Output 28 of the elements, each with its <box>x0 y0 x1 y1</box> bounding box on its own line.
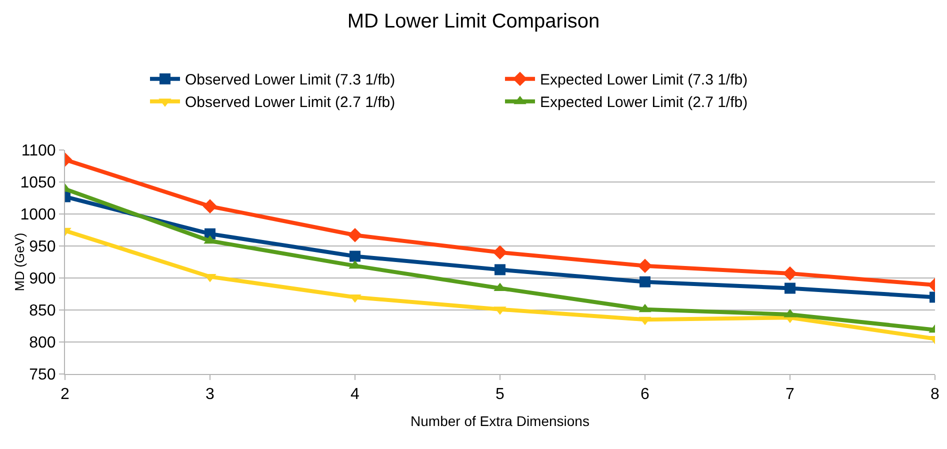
x-tick-label: 7 <box>786 386 795 404</box>
point <box>348 228 362 242</box>
x-tick-label: 5 <box>496 386 505 404</box>
y-tick-label: 1100 <box>21 142 56 160</box>
y-axis-title: MD (GeV) <box>12 232 28 292</box>
legend-label: Expected Lower Limit (2.7 1/fb) <box>540 94 748 112</box>
y-tick-label: 900 <box>29 270 56 288</box>
x-axis-title: Number of Extra Dimensions <box>410 413 590 429</box>
point <box>492 245 508 260</box>
point <box>350 250 360 262</box>
y-tick-label: 800 <box>29 334 56 352</box>
x-tick-label: 4 <box>350 386 360 404</box>
point <box>638 258 652 273</box>
x-tick-label: 6 <box>640 386 650 404</box>
y-tick-label: 950 <box>29 238 56 256</box>
y-tick-label: 850 <box>29 302 56 320</box>
chart-title: MD Lower Limit Comparison <box>347 10 600 32</box>
point <box>494 264 506 276</box>
y-tick-label: 1000 <box>20 206 56 224</box>
y-tick-label: 750 <box>29 366 56 384</box>
legend-label: Observed Lower Limit (2.7 1/fb) <box>185 94 396 112</box>
point <box>640 276 650 288</box>
x-tick-label: 2 <box>60 386 70 404</box>
y-tick-label: 1050 <box>20 174 56 192</box>
legend-label: Observed Lower Limit (7.3 1/fb) <box>185 72 396 89</box>
x-tick-label: 8 <box>930 386 940 404</box>
x-tick-label: 3 <box>206 386 215 404</box>
legend-label: Expected Lower Limit (7.3 1/fb) <box>540 72 748 89</box>
